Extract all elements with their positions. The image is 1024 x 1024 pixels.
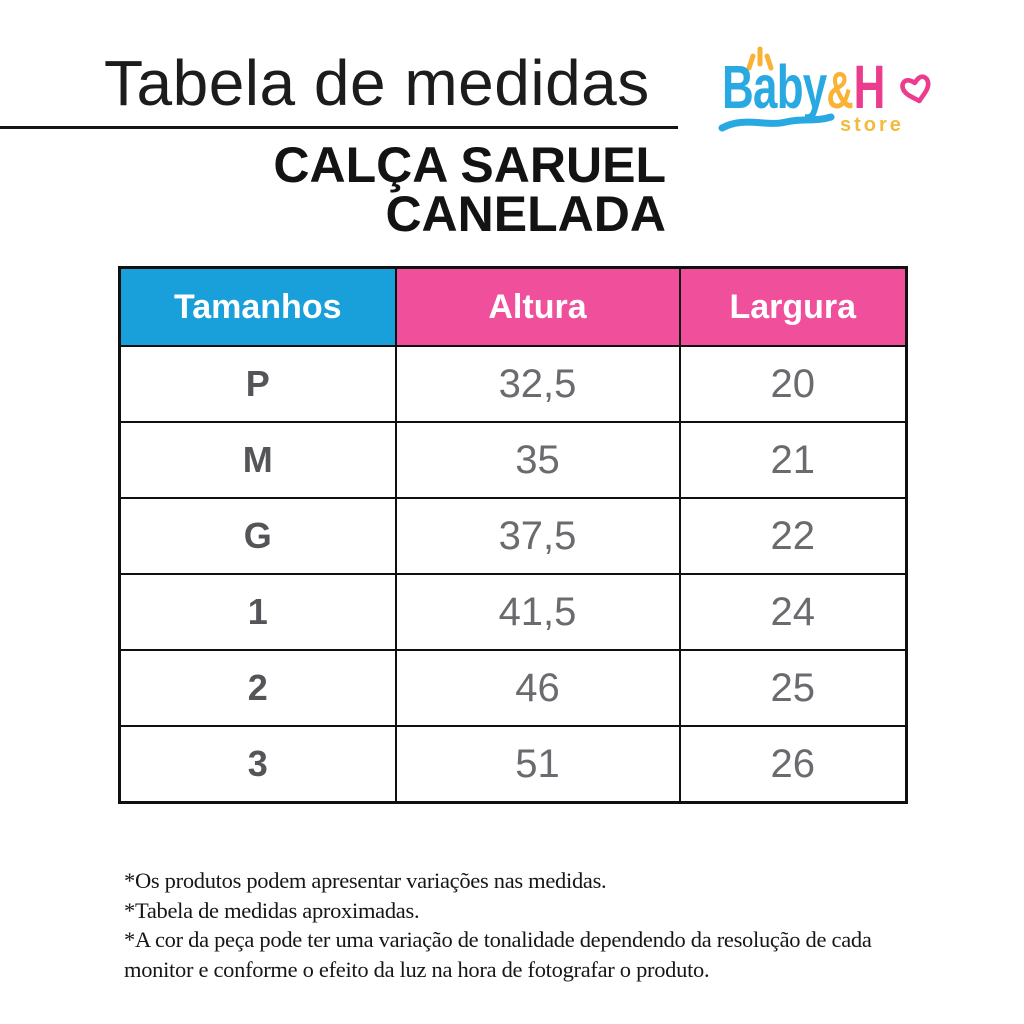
table-row: 1 41,5 24: [118, 573, 908, 651]
table-row: P 32,5 20: [118, 345, 908, 423]
column-header-largura: Largura: [678, 266, 908, 347]
altura-cell: 51: [394, 725, 681, 804]
largura-cell: 25: [678, 649, 908, 727]
size-cell: M: [118, 421, 397, 499]
column-header-tamanhos: Tamanhos: [118, 266, 397, 347]
logo-store-text: store: [840, 114, 904, 136]
table-header-row: Tamanhos Altura Largura: [118, 266, 908, 347]
product-name: CALÇA SARUEL CANELADA: [0, 137, 666, 242]
size-cell: G: [118, 497, 397, 575]
largura-cell: 26: [678, 725, 908, 804]
swoosh-underline: [718, 112, 836, 139]
table-row: 3 51 26: [118, 725, 908, 804]
logo-ampersand: &: [826, 62, 854, 120]
crown-icon: [744, 46, 776, 77]
size-cell: 3: [118, 725, 397, 804]
footnote-color-disclaimer: *A cor da peça pode ter uma variação de …: [124, 927, 872, 982]
altura-cell: 32,5: [394, 345, 681, 423]
size-cell: 1: [118, 573, 397, 651]
column-header-altura: Altura: [394, 266, 681, 347]
largura-cell: 24: [678, 573, 908, 651]
measurements-table: Tamanhos Altura Largura P 32,5 20 M 35 2…: [118, 266, 908, 804]
largura-cell: 21: [678, 421, 908, 499]
title-divider: [0, 126, 678, 129]
table-row: M 35 21: [118, 421, 908, 499]
heart-icon: [896, 70, 937, 112]
largura-cell: 22: [678, 497, 908, 575]
altura-cell: 35: [394, 421, 681, 499]
product-name-line1: CALÇA SARUEL: [273, 137, 666, 193]
footnote-approximate: *Tabela de medidas aproximadas.: [124, 897, 420, 923]
brand-logo: Baby&H store: [716, 46, 946, 150]
logo-wordmark: Baby&H: [722, 53, 886, 121]
size-cell: P: [118, 345, 397, 423]
product-name-line2: CANELADA: [385, 186, 666, 242]
logo-baby-text: Baby: [722, 53, 827, 121]
altura-cell: 37,5: [394, 497, 681, 575]
footnote-variations: *Os produtos podem apresentar variações …: [124, 868, 607, 893]
size-cell: 2: [118, 649, 397, 727]
logo-h-text: H: [853, 53, 886, 121]
page-title: Tabela de medidas: [104, 47, 650, 119]
altura-cell: 41,5: [394, 573, 681, 651]
footnotes: *Os produtos podem apresentar variações …: [124, 866, 936, 984]
table-row: G 37,5 22: [118, 497, 908, 575]
table-row: 2 46 25: [118, 649, 908, 727]
altura-cell: 46: [394, 649, 681, 727]
largura-cell: 20: [678, 345, 908, 423]
